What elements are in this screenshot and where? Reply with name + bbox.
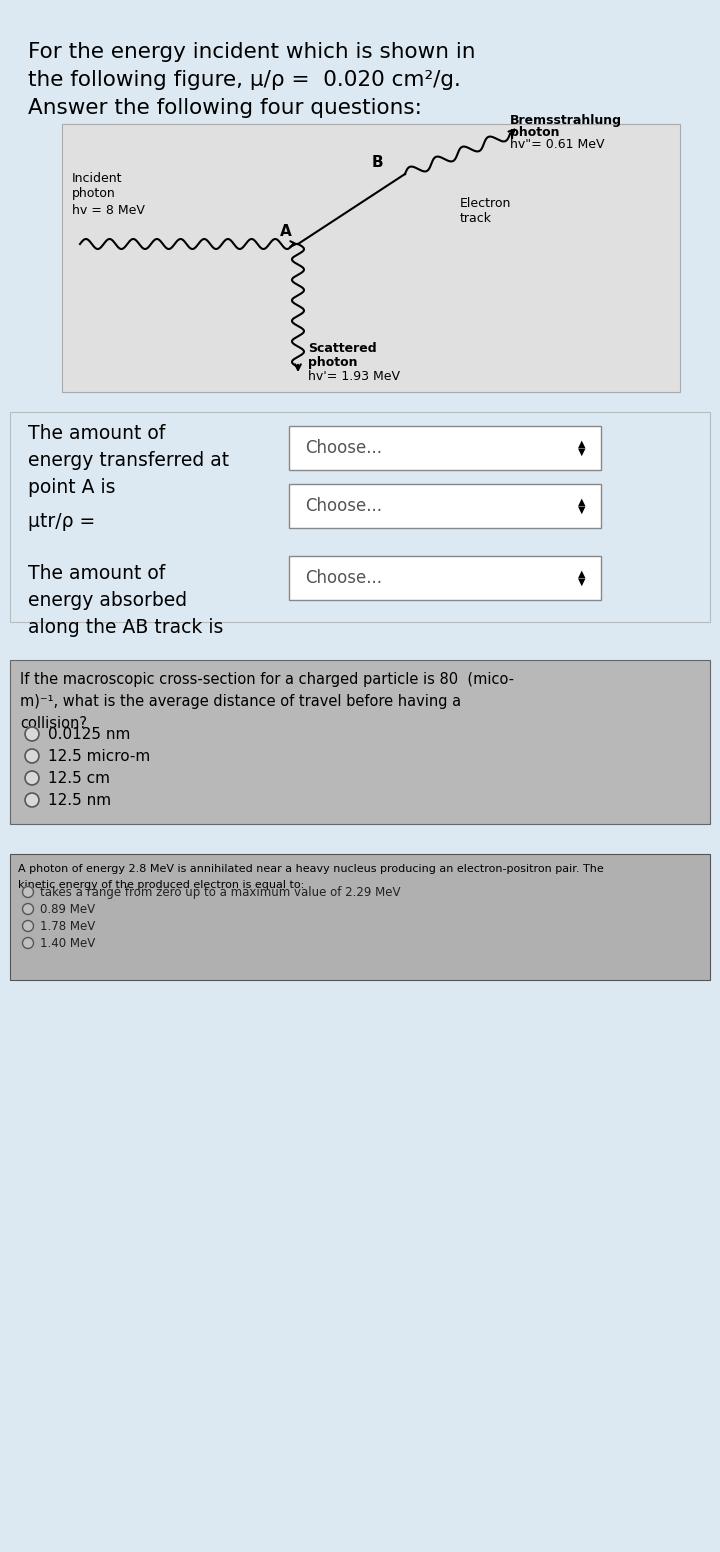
Text: energy transferred at: energy transferred at <box>28 452 229 470</box>
Text: Scattered: Scattered <box>308 341 377 355</box>
Text: kinetic energy of the produced electron is equal to:: kinetic energy of the produced electron … <box>18 880 305 889</box>
Text: μtr/ρ =: μtr/ρ = <box>28 512 95 531</box>
FancyBboxPatch shape <box>62 124 680 393</box>
Text: 12.5 cm: 12.5 cm <box>48 771 110 785</box>
Text: hv = 8 MeV: hv = 8 MeV <box>72 203 145 217</box>
Text: If the macroscopic cross-section for a charged particle is 80  (mico-: If the macroscopic cross-section for a c… <box>20 672 514 688</box>
FancyBboxPatch shape <box>289 484 601 528</box>
Text: ▲
▼: ▲ ▼ <box>578 497 586 515</box>
Text: the following figure, μ/ρ =  0.020 cm²/g.: the following figure, μ/ρ = 0.020 cm²/g. <box>28 70 461 90</box>
Circle shape <box>25 771 39 785</box>
FancyBboxPatch shape <box>10 411 710 622</box>
Text: hv"= 0.61 MeV: hv"= 0.61 MeV <box>510 138 605 151</box>
Text: hv'= 1.93 MeV: hv'= 1.93 MeV <box>308 369 400 383</box>
Text: 12.5 micro-m: 12.5 micro-m <box>48 750 150 764</box>
Text: track: track <box>460 213 492 225</box>
Text: 0.89 MeV: 0.89 MeV <box>40 903 95 916</box>
Text: photon: photon <box>308 355 358 369</box>
Text: 1.78 MeV: 1.78 MeV <box>40 920 95 933</box>
Circle shape <box>25 793 39 807</box>
Text: Bremsstrahlung: Bremsstrahlung <box>510 113 622 127</box>
Text: energy absorbed: energy absorbed <box>28 591 187 610</box>
Text: ▲
▼: ▲ ▼ <box>578 568 586 587</box>
Circle shape <box>22 920 34 931</box>
Text: photon: photon <box>510 126 559 140</box>
Text: For the energy incident which is shown in: For the energy incident which is shown i… <box>28 42 475 62</box>
Text: 12.5 nm: 12.5 nm <box>48 793 111 809</box>
Text: collision?: collision? <box>20 715 87 731</box>
Text: point A is: point A is <box>28 478 115 497</box>
FancyBboxPatch shape <box>289 425 601 470</box>
Text: The amount of: The amount of <box>28 424 166 442</box>
Circle shape <box>22 903 34 914</box>
Circle shape <box>25 726 39 740</box>
FancyBboxPatch shape <box>10 660 710 824</box>
Text: 0.0125 nm: 0.0125 nm <box>48 726 130 742</box>
Text: ▲
▼: ▲ ▼ <box>578 439 586 458</box>
Text: Choose...: Choose... <box>305 570 382 587</box>
Text: takes a range from zero up to a maximum value of 2.29 MeV: takes a range from zero up to a maximum … <box>40 886 400 899</box>
Text: Answer the following four questions:: Answer the following four questions: <box>28 98 422 118</box>
Text: m)⁻¹, what is the average distance of travel before having a: m)⁻¹, what is the average distance of tr… <box>20 694 461 709</box>
Text: Incident: Incident <box>72 172 122 185</box>
Circle shape <box>25 750 39 764</box>
FancyBboxPatch shape <box>10 854 710 979</box>
Text: along the AB track is: along the AB track is <box>28 618 223 636</box>
Text: 1.40 MeV: 1.40 MeV <box>40 937 95 950</box>
Text: Choose...: Choose... <box>305 497 382 515</box>
Text: B: B <box>372 155 383 171</box>
Circle shape <box>22 937 34 948</box>
Text: The amount of: The amount of <box>28 563 166 584</box>
Circle shape <box>22 886 34 897</box>
Text: Electron: Electron <box>460 197 511 210</box>
FancyBboxPatch shape <box>289 556 601 601</box>
Text: A: A <box>280 223 292 239</box>
Text: Choose...: Choose... <box>305 439 382 456</box>
Text: A photon of energy 2.8 MeV is annihilated near a heavy nucleus producing an elec: A photon of energy 2.8 MeV is annihilate… <box>18 864 604 874</box>
Text: photon: photon <box>72 186 116 200</box>
